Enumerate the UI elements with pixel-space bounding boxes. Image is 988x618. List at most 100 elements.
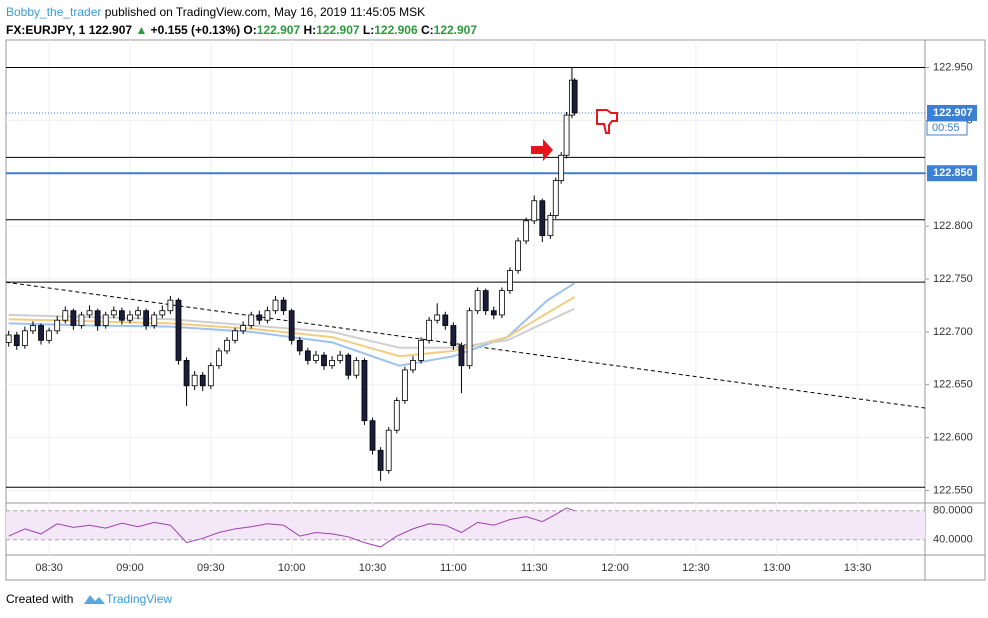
candle-body <box>280 299 287 312</box>
candle-body <box>385 429 392 471</box>
price: 122.907 <box>88 23 133 37</box>
candle-body <box>313 354 319 361</box>
candle-body <box>482 290 489 312</box>
x-tick-label: 12:00 <box>601 562 629 574</box>
candle-body <box>531 200 538 222</box>
o-label: O: <box>243 23 257 37</box>
candle-body <box>240 325 247 332</box>
x-tick-label: 11:30 <box>521 562 548 574</box>
l-value: 122.906 <box>374 23 418 37</box>
candle-body <box>191 374 198 387</box>
candle-body <box>563 114 570 156</box>
rsi-line <box>8 507 575 548</box>
candle-body <box>547 215 554 237</box>
symbol: FX:EURJPY, 1 <box>6 23 86 37</box>
rsi-tick-label: 40.0000 <box>933 534 973 546</box>
candle-body <box>232 330 238 341</box>
x-tick-label: 13:30 <box>844 562 872 574</box>
candle-body <box>345 354 352 376</box>
c-label: C: <box>420 23 434 37</box>
key-level-tag <box>927 165 977 182</box>
y-tick-label: 122.950 <box>933 61 973 73</box>
footer-brand[interactable]: TradingView <box>106 592 172 606</box>
moving-average <box>8 282 576 367</box>
x-tick-label: 10:00 <box>278 562 306 574</box>
footer-created: Created with <box>6 592 73 606</box>
symbol-line: FX:EURJPY, 1 122.907 ▲ +0.155 (+0.13%) O… <box>6 23 477 37</box>
author[interactable]: Bobby_the_trader <box>6 5 102 19</box>
candle-body <box>507 270 513 292</box>
candle-body <box>393 400 400 431</box>
candle-body <box>54 319 61 332</box>
candle-body <box>70 310 77 326</box>
candle-body <box>102 314 109 326</box>
y-tick-label: 122.650 <box>933 379 973 391</box>
candle-body <box>288 310 295 341</box>
x-tick-label: 09:00 <box>116 562 144 574</box>
published: published on TradingView.com, May 16, 20… <box>104 5 426 19</box>
candle-body <box>515 240 521 271</box>
candle-body <box>377 449 384 471</box>
candle-body <box>86 310 93 316</box>
y-tick-label: 122.700 <box>933 326 973 338</box>
candle-body <box>264 310 271 321</box>
candle-body <box>224 339 230 352</box>
header: Bobby_the_trader published on TradingVie… <box>6 5 425 19</box>
candle-body <box>248 314 255 326</box>
candle-body <box>256 314 263 321</box>
arrow-icon <box>531 139 553 161</box>
arrow: ▲ <box>135 23 148 37</box>
rsi-tick-label: 80.0000 <box>933 505 973 517</box>
candle-body <box>175 299 182 361</box>
candle-body <box>426 319 433 341</box>
candle-body <box>523 220 530 242</box>
candle-body <box>418 339 424 361</box>
candle-body <box>329 360 335 367</box>
candle-body <box>450 325 457 347</box>
candle-body <box>474 290 481 312</box>
candle-body <box>321 354 327 367</box>
x-tick-label: 11:00 <box>440 562 467 574</box>
candle-body <box>143 310 150 326</box>
candle-body <box>30 325 36 332</box>
y-tick-label: 122.600 <box>933 432 973 444</box>
candle-body <box>62 310 69 321</box>
candle-body <box>272 299 279 312</box>
h-value: 122.907 <box>316 23 360 37</box>
candle-body <box>5 334 12 343</box>
x-tick-label: 08:30 <box>35 562 63 574</box>
candle-body <box>167 299 174 312</box>
candle-body <box>46 330 53 341</box>
h-label: H: <box>303 23 317 37</box>
candle-body <box>207 365 214 387</box>
countdown-label: 00:55 <box>932 122 960 134</box>
candle-body <box>498 290 505 316</box>
candle-body <box>434 314 441 321</box>
candle-body <box>466 310 473 367</box>
c-value: 122.907 <box>433 23 478 37</box>
candle-body <box>135 310 141 316</box>
l-label: L: <box>362 23 375 37</box>
candle-body <box>353 360 360 376</box>
y-tick-label: 122.550 <box>933 484 973 496</box>
candle-body <box>401 369 408 401</box>
candle-body <box>110 310 117 316</box>
x-tick-label: 09:30 <box>197 562 225 574</box>
candle-body <box>558 154 565 182</box>
candle-body <box>458 345 465 367</box>
candle-body <box>183 360 190 387</box>
candle-body <box>216 350 222 367</box>
thumbs-down-icon <box>596 109 618 134</box>
candle-body <box>337 354 344 361</box>
o-value: 122.907 <box>256 23 301 37</box>
candle-body <box>21 330 28 347</box>
candle-body <box>361 360 368 422</box>
x-tick-label: 10:30 <box>359 562 387 574</box>
candle-body <box>571 79 578 114</box>
candle-body <box>127 314 133 321</box>
candle-body <box>78 314 85 326</box>
key-level-label: 122.850 <box>933 167 973 179</box>
x-tick-label: 13:00 <box>763 562 791 574</box>
